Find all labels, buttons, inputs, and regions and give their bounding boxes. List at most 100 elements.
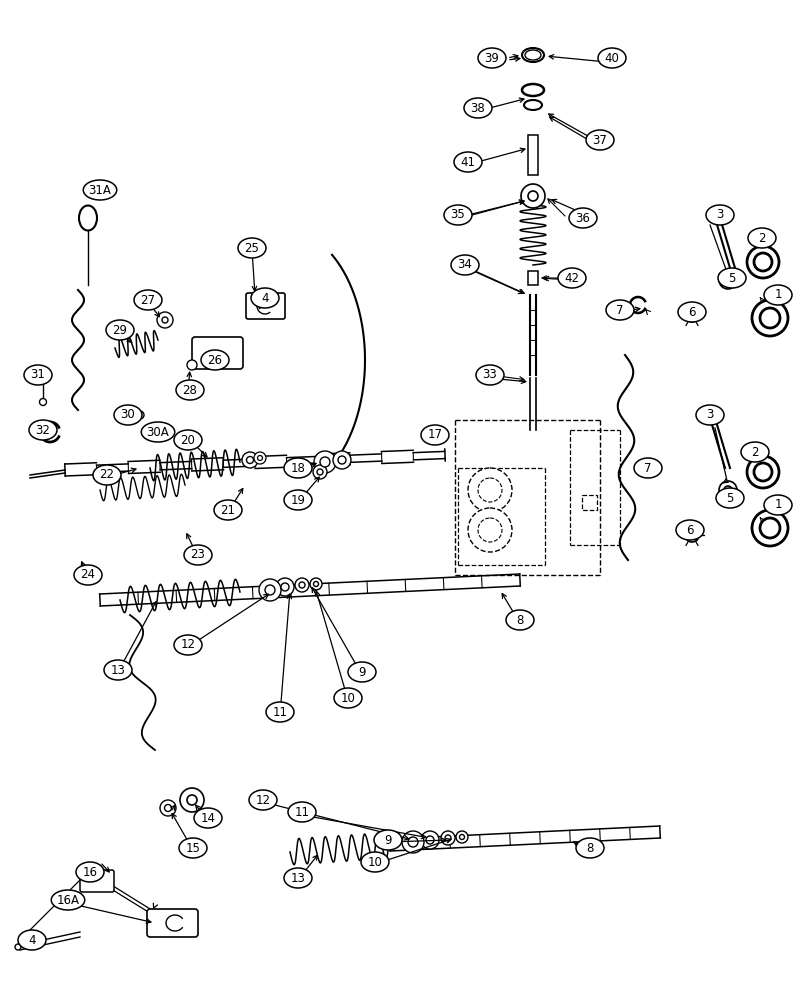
Text: 21: 21 <box>221 504 235 516</box>
Circle shape <box>521 184 545 208</box>
Circle shape <box>333 451 351 469</box>
Text: 13: 13 <box>111 664 125 676</box>
Circle shape <box>246 456 254 464</box>
Circle shape <box>747 246 779 278</box>
Text: 2: 2 <box>751 446 759 458</box>
Text: 18: 18 <box>291 462 305 475</box>
Circle shape <box>441 831 455 845</box>
Text: 37: 37 <box>592 133 608 146</box>
Circle shape <box>754 253 772 271</box>
Text: 4: 4 <box>28 934 36 946</box>
Text: 19: 19 <box>291 493 305 506</box>
Ellipse shape <box>284 490 312 510</box>
Circle shape <box>259 579 281 601</box>
FancyBboxPatch shape <box>192 337 243 369</box>
Ellipse shape <box>586 130 614 150</box>
Ellipse shape <box>238 238 266 258</box>
Ellipse shape <box>51 890 85 910</box>
Circle shape <box>314 451 336 473</box>
Ellipse shape <box>174 430 202 450</box>
Ellipse shape <box>79 206 97 231</box>
Ellipse shape <box>606 300 634 320</box>
Circle shape <box>478 518 502 542</box>
Circle shape <box>15 944 21 950</box>
Ellipse shape <box>718 268 746 288</box>
Circle shape <box>187 360 197 370</box>
FancyBboxPatch shape <box>246 293 285 319</box>
Ellipse shape <box>576 838 604 858</box>
Text: 32: 32 <box>36 424 50 436</box>
Text: 12: 12 <box>255 794 271 806</box>
FancyBboxPatch shape <box>147 909 198 937</box>
Circle shape <box>478 478 502 502</box>
Ellipse shape <box>179 838 207 858</box>
Ellipse shape <box>134 290 162 310</box>
Circle shape <box>402 831 424 853</box>
Text: 28: 28 <box>183 383 197 396</box>
Circle shape <box>468 468 512 512</box>
Ellipse shape <box>634 458 662 478</box>
Text: 29: 29 <box>112 324 128 336</box>
Ellipse shape <box>361 852 389 872</box>
Ellipse shape <box>569 208 597 228</box>
Circle shape <box>685 308 699 322</box>
Ellipse shape <box>334 688 362 708</box>
Circle shape <box>254 452 266 464</box>
Ellipse shape <box>201 350 229 370</box>
Circle shape <box>456 831 468 843</box>
Circle shape <box>719 271 737 289</box>
Circle shape <box>724 486 732 494</box>
Ellipse shape <box>522 48 544 62</box>
Ellipse shape <box>524 100 542 110</box>
Ellipse shape <box>706 205 734 225</box>
Text: 11: 11 <box>272 706 288 718</box>
Circle shape <box>754 463 772 481</box>
Ellipse shape <box>83 180 116 200</box>
Ellipse shape <box>29 420 57 440</box>
Text: 1: 1 <box>774 498 782 512</box>
Ellipse shape <box>506 610 534 630</box>
Circle shape <box>295 578 309 592</box>
Ellipse shape <box>522 84 544 96</box>
Ellipse shape <box>444 205 472 225</box>
Text: 10: 10 <box>340 692 356 704</box>
Ellipse shape <box>741 442 769 462</box>
Text: 7: 7 <box>617 304 624 316</box>
Circle shape <box>719 481 737 499</box>
Ellipse shape <box>451 255 479 275</box>
Circle shape <box>760 518 780 538</box>
Circle shape <box>40 398 47 406</box>
Text: 6: 6 <box>686 524 694 536</box>
Ellipse shape <box>76 862 104 882</box>
Text: 24: 24 <box>81 568 95 582</box>
Circle shape <box>187 795 197 805</box>
Circle shape <box>310 578 322 590</box>
Text: 8: 8 <box>516 613 524 626</box>
Ellipse shape <box>194 808 222 828</box>
Circle shape <box>162 317 168 323</box>
Ellipse shape <box>454 152 482 172</box>
Circle shape <box>752 300 788 336</box>
Ellipse shape <box>93 465 121 485</box>
Circle shape <box>460 834 465 840</box>
Circle shape <box>165 804 171 812</box>
Text: 10: 10 <box>368 856 382 868</box>
Circle shape <box>752 510 788 546</box>
Ellipse shape <box>288 802 316 822</box>
Text: 4: 4 <box>261 292 269 304</box>
Text: 25: 25 <box>245 241 259 254</box>
Ellipse shape <box>214 500 242 520</box>
Circle shape <box>421 831 439 849</box>
Ellipse shape <box>478 48 506 68</box>
Ellipse shape <box>676 520 704 540</box>
Text: 16A: 16A <box>57 894 79 906</box>
Text: 2: 2 <box>758 232 766 244</box>
Ellipse shape <box>348 662 376 682</box>
Circle shape <box>180 788 204 812</box>
Circle shape <box>136 411 144 419</box>
Circle shape <box>317 469 323 475</box>
Ellipse shape <box>176 380 204 400</box>
Circle shape <box>157 312 173 328</box>
Ellipse shape <box>141 422 175 442</box>
Text: 39: 39 <box>485 51 499 64</box>
